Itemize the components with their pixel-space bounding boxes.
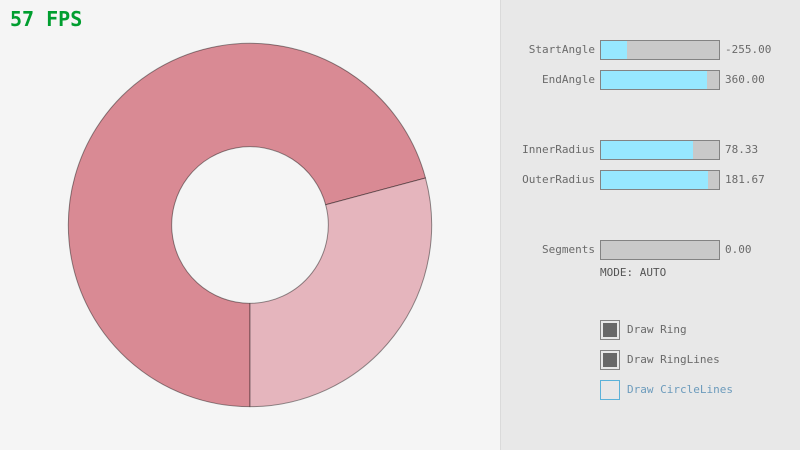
slider-row-startangle: StartAngle -255.00: [0, 40, 800, 60]
checkbox-draw-ring[interactable]: Draw Ring: [600, 320, 687, 340]
endangle-slider-fill: [601, 71, 708, 89]
segments-label: Segments: [542, 243, 595, 256]
slider-row-innerradius: InnerRadius 78.33: [0, 140, 800, 160]
checkbox-draw-ringlines[interactable]: Draw RingLines: [600, 350, 720, 370]
draw-circlelines-checkbox-icon[interactable]: [600, 380, 620, 400]
ring-overlap-segment: [67, 42, 427, 408]
innerradius-label: InnerRadius: [522, 143, 595, 156]
slider-row-outerradius: OuterRadius 181.67: [0, 170, 800, 190]
draw-ringlines-checkmark: [603, 353, 617, 367]
endangle-slider[interactable]: [600, 70, 720, 90]
outerradius-slider[interactable]: [600, 170, 720, 190]
draw-ring-checkbox-icon[interactable]: [600, 320, 620, 340]
innerradius-slider[interactable]: [600, 140, 720, 160]
draw-circlelines-checkmark: [603, 383, 617, 397]
ring-single-segment: [249, 177, 433, 408]
fps-counter: 57 FPS: [10, 7, 83, 31]
endangle-value: 360.00: [725, 73, 765, 86]
draw-ring-checkmark: [603, 323, 617, 337]
innerradius-slider-fill: [601, 141, 694, 159]
slider-row-endangle: EndAngle 360.00: [0, 70, 800, 90]
startangle-label: StartAngle: [528, 43, 595, 56]
draw-ringlines-checkbox-icon[interactable]: [600, 350, 620, 370]
segments-value: 0.00: [725, 243, 752, 256]
startangle-value: -255.00: [725, 43, 772, 56]
draw-circlelines-label: Draw CircleLines: [627, 383, 733, 396]
startangle-slider-fill: [601, 41, 627, 59]
slider-row-segments: Segments 0.00: [0, 240, 800, 260]
outerradius-slider-fill: [601, 171, 709, 189]
segments-slider[interactable]: [600, 240, 720, 260]
checkbox-draw-circlelines[interactable]: Draw CircleLines: [600, 380, 733, 400]
draw-ringlines-label: Draw RingLines: [627, 353, 720, 366]
startangle-slider[interactable]: [600, 40, 720, 60]
outerradius-value: 181.67: [725, 173, 765, 186]
endangle-label: EndAngle: [542, 73, 595, 86]
ring-chart: [67, 42, 433, 408]
segments-mode-text: MODE: AUTO: [600, 266, 667, 279]
outerradius-label: OuterRadius: [522, 173, 595, 186]
draw-ring-label: Draw Ring: [627, 323, 687, 336]
innerradius-value: 78.33: [725, 143, 759, 156]
